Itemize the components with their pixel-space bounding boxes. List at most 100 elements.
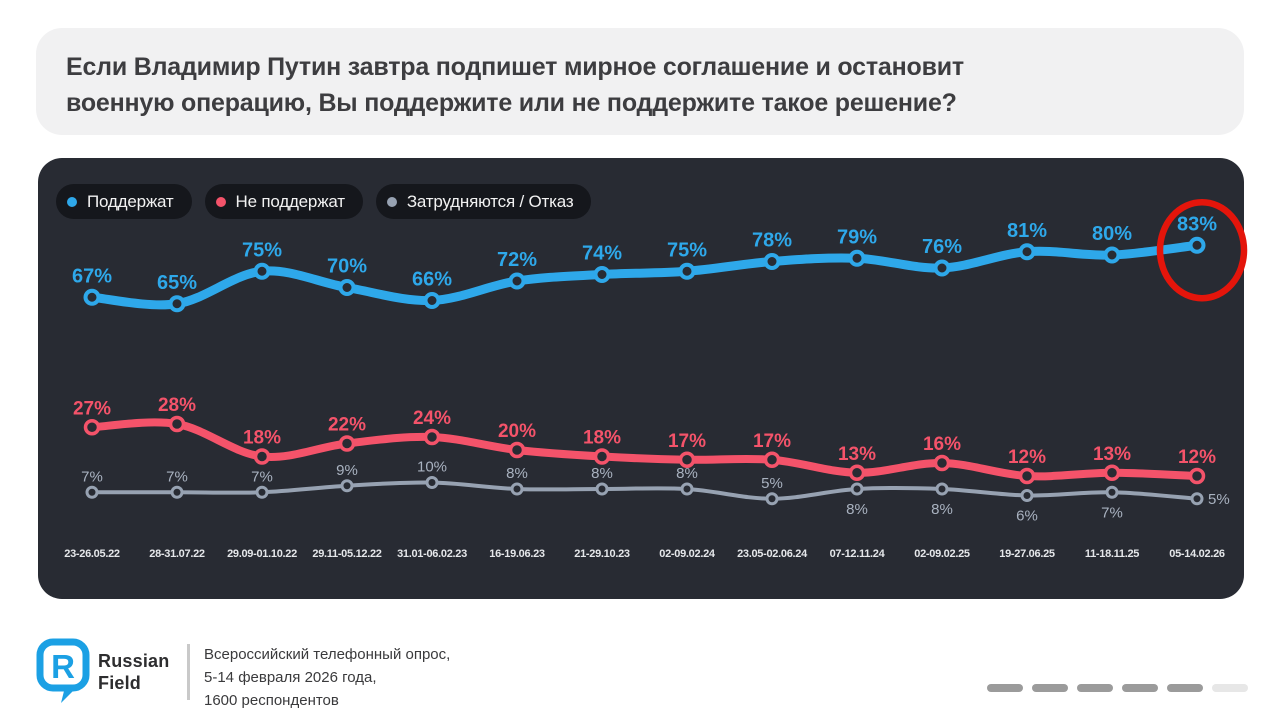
data-point xyxy=(1190,492,1204,506)
data-point xyxy=(423,292,441,309)
data-point xyxy=(1018,243,1036,261)
pagination-dash[interactable] xyxy=(1032,684,1068,692)
brand-name: Russian Field xyxy=(98,650,169,694)
oppose-series-dot-icon xyxy=(215,196,226,207)
value-label: 22% xyxy=(328,415,366,436)
data-point xyxy=(933,454,951,472)
brand-name-line1: Russian xyxy=(98,651,170,671)
data-point xyxy=(423,428,441,446)
source-line-1: Всероссийский телефонный опрос, xyxy=(204,646,451,663)
source-line-2: 5-14 февраля 2026 года, xyxy=(204,669,377,686)
value-label: 7% xyxy=(251,468,273,485)
value-label: 76% xyxy=(922,236,962,258)
value-label: 17% xyxy=(668,431,706,452)
value-label: 8% xyxy=(591,465,613,482)
value-label: 7% xyxy=(166,468,188,485)
value-label: 12% xyxy=(1178,447,1216,468)
series-line-0 xyxy=(87,240,1202,310)
data-point xyxy=(595,482,609,496)
value-label: 67% xyxy=(72,265,112,287)
value-label: 8% xyxy=(676,465,698,482)
value-label: 20% xyxy=(498,421,536,442)
undecided-series-dot-icon xyxy=(386,196,397,207)
data-point xyxy=(425,476,439,489)
data-point xyxy=(508,441,526,459)
data-point xyxy=(1105,485,1119,499)
data-point xyxy=(338,279,356,296)
pagination-dash[interactable] xyxy=(1167,684,1203,692)
value-label: 80% xyxy=(1092,223,1132,245)
data-point xyxy=(1188,236,1206,254)
data-point xyxy=(848,249,866,267)
question-text-line1: Если Владимир Путин завтра подпишет мирн… xyxy=(66,53,964,81)
value-label: 12% xyxy=(1008,447,1046,468)
value-label: 24% xyxy=(413,408,451,429)
series-line-1 xyxy=(88,418,1201,481)
value-label: 7% xyxy=(81,468,103,485)
value-label: 66% xyxy=(412,269,452,291)
pagination-dash[interactable] xyxy=(987,684,1023,692)
data-point xyxy=(170,485,184,499)
value-label: 7% xyxy=(1101,504,1123,521)
data-point xyxy=(678,451,696,468)
data-point xyxy=(168,295,186,313)
russian-field-logo-icon: R xyxy=(36,638,90,703)
value-label: 8% xyxy=(506,465,528,482)
data-point xyxy=(1020,489,1034,502)
legend-label-oppose: Не поддержат xyxy=(235,191,346,211)
legend-item-support[interactable]: Поддержат xyxy=(56,184,192,219)
value-label: 10% xyxy=(417,459,447,476)
data-point xyxy=(1018,467,1036,485)
pagination-dash[interactable] xyxy=(1077,684,1113,692)
legend-item-oppose[interactable]: Не поддержат xyxy=(204,184,363,219)
value-label: 16% xyxy=(923,434,961,455)
carousel-pagination xyxy=(987,684,1248,692)
series-line-2 xyxy=(90,480,1199,501)
legend-label-support: Поддержат xyxy=(87,191,174,211)
data-point xyxy=(680,482,694,496)
value-label: 8% xyxy=(846,501,868,518)
value-label: 75% xyxy=(242,239,282,261)
value-label: 13% xyxy=(838,444,876,465)
data-point xyxy=(850,482,864,496)
value-label: 79% xyxy=(837,226,877,248)
value-label: 18% xyxy=(583,428,621,449)
data-point xyxy=(763,253,781,270)
annotation-circle xyxy=(1156,199,1248,302)
value-label: 9% xyxy=(336,462,358,479)
value-label: 72% xyxy=(497,249,537,271)
source-line-3: 1600 респондентов xyxy=(204,692,339,709)
value-label: 27% xyxy=(73,398,111,419)
pagination-dash[interactable] xyxy=(1122,684,1158,692)
value-label: 78% xyxy=(752,230,792,252)
value-label: 5% xyxy=(761,475,783,492)
data-point xyxy=(253,448,271,465)
legend-label-undecided: Затрудняются / Отказ xyxy=(406,191,574,211)
chart-panel: Поддержат Не поддержат Затрудняются / От… xyxy=(38,158,1248,599)
footer-divider xyxy=(187,644,190,700)
data-point xyxy=(848,464,866,481)
value-label: 5% xyxy=(1208,491,1230,508)
value-label: 8% xyxy=(931,501,953,518)
data-point xyxy=(1103,246,1121,264)
data-point xyxy=(83,288,101,306)
svg-text:R: R xyxy=(51,648,75,685)
pagination-dash[interactable] xyxy=(1212,684,1248,692)
line-chart: 7% 7% 7% 9% 10% 8% 8% 8% 5% 8% 8% 6% 7% 5% 27% 28% 18% 22… xyxy=(72,199,1248,525)
value-label: 28% xyxy=(158,395,196,416)
data-point xyxy=(933,259,951,277)
data-point xyxy=(338,435,356,452)
data-point xyxy=(1103,464,1121,481)
value-label: 75% xyxy=(667,239,707,261)
data-point xyxy=(83,419,101,436)
value-label: 6% xyxy=(1016,508,1038,525)
data-point xyxy=(935,482,949,496)
value-label: 65% xyxy=(157,272,197,294)
data-point xyxy=(510,482,524,496)
legend-item-undecided[interactable]: Затрудняются / Отказ xyxy=(375,184,592,219)
data-point xyxy=(763,451,781,468)
brand-name-line2: Field xyxy=(98,673,142,693)
data-point xyxy=(168,415,186,433)
data-point xyxy=(340,479,354,493)
